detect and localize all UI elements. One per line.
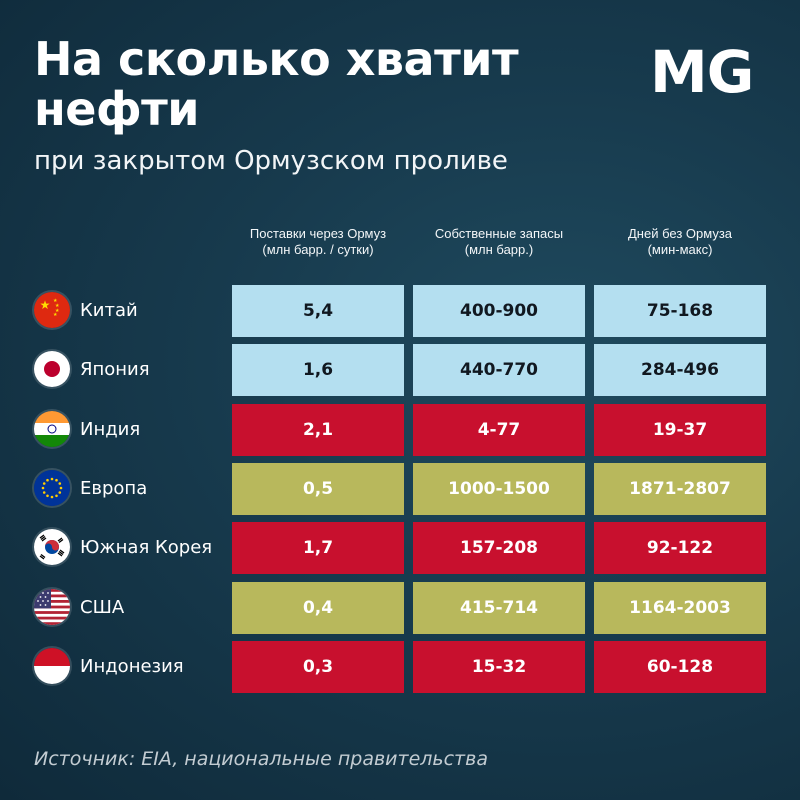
country-label: Индонезия: [80, 656, 184, 677]
country-label: Индия: [80, 419, 141, 440]
cell-reserves: 157-208: [413, 522, 585, 574]
page-title: На сколько хватит нефти: [34, 32, 519, 136]
cell-supply: 5,4: [232, 285, 404, 337]
japan-flag-icon: [34, 351, 70, 387]
cell-reserves: 4-77: [413, 404, 585, 456]
table-row: Европа 0,5 1000-1500 1871-2807: [30, 463, 770, 515]
cell-days: 1871-2807: [594, 463, 766, 515]
svg-text:★: ★: [40, 298, 51, 312]
china-flag-icon: ★ ★ ★ ★ ★: [34, 292, 70, 328]
usa-flag-icon: [34, 589, 70, 625]
eu-flag-icon: [34, 470, 70, 506]
country-label: Япония: [80, 359, 150, 380]
country-label: Южная Корея: [80, 537, 213, 558]
cell-reserves: 1000-1500: [413, 463, 585, 515]
svg-text:★: ★: [53, 312, 58, 318]
table-row: Индия 2,1 4-77 19-37: [30, 404, 770, 456]
table-row: Япония 1,6 440-770 284-496: [30, 344, 770, 396]
cell-days: 75-168: [594, 285, 766, 337]
cell-supply: 1,6: [232, 344, 404, 396]
table-row: США 0,4 415-714 1164-2003: [30, 582, 770, 634]
table-row: Индонезия 0,3 15-32 60-128: [30, 641, 770, 693]
cell-supply: 0,3: [232, 641, 404, 693]
cell-supply: 0,4: [232, 582, 404, 634]
column-header-days: Дней без Ормуза (мин-макс): [627, 226, 733, 257]
page-subtitle: при закрытом Ормузском проливе: [34, 146, 508, 176]
source-note: Источник: EIA, национальные правительств…: [34, 748, 488, 770]
cell-days: 19-37: [594, 404, 766, 456]
cell-reserves: 400-900: [413, 285, 585, 337]
country-label: Китай: [80, 300, 138, 321]
cell-days: 60-128: [594, 641, 766, 693]
cell-reserves: 415-714: [413, 582, 585, 634]
table-row: Южная Корея 1,7 157-208 92-122: [30, 522, 770, 574]
cell-days: 284-496: [594, 344, 766, 396]
cell-supply: 0,5: [232, 463, 404, 515]
cell-days: 1164-2003: [594, 582, 766, 634]
country-label: Европа: [80, 478, 148, 499]
south-korea-flag-icon: [34, 529, 70, 565]
svg-text:★: ★: [55, 308, 60, 314]
svg-text:★: ★: [55, 303, 60, 309]
cell-supply: 1,7: [232, 522, 404, 574]
cell-reserves: 440-770: [413, 344, 585, 396]
country-label: США: [80, 597, 125, 618]
table-row: ★ ★ ★ ★ ★ Китай 5,4 400-900 75-168: [30, 285, 770, 337]
indonesia-flag-icon: [34, 648, 70, 684]
svg-text:★: ★: [53, 298, 58, 304]
mg-logo: MG: [650, 38, 754, 106]
cell-days: 92-122: [594, 522, 766, 574]
column-header-reserves: Собственные запасы (млн барр.): [434, 226, 564, 257]
cell-supply: 2,1: [232, 404, 404, 456]
india-flag-icon: [34, 411, 70, 447]
column-header-supply: Поставки через Ормуз (млн барр. / сутки): [249, 226, 387, 257]
cell-reserves: 15-32: [413, 641, 585, 693]
